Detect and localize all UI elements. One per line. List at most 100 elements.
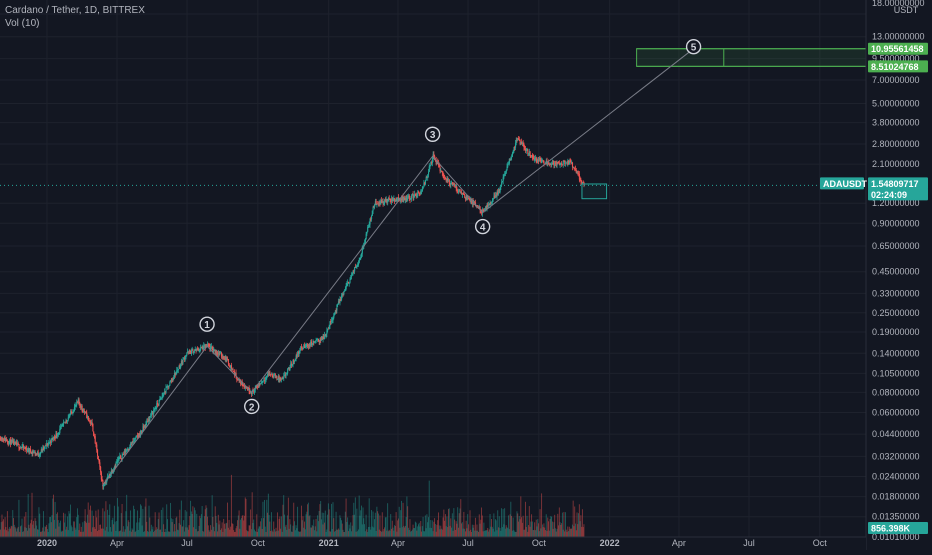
candle — [36, 453, 38, 456]
candle — [39, 452, 41, 459]
candle-body — [304, 345, 306, 348]
candle — [337, 298, 340, 305]
volume-bar — [186, 511, 188, 537]
candle — [357, 262, 359, 268]
candle-body — [139, 433, 141, 436]
candle-body — [457, 190, 459, 192]
candle-body — [396, 199, 398, 201]
candle-body — [211, 346, 213, 349]
candle-body — [482, 209, 484, 211]
candle-body — [14, 441, 16, 443]
candle-body — [393, 198, 395, 200]
candle-body — [83, 410, 86, 413]
candle — [293, 358, 295, 365]
candle — [126, 448, 128, 452]
volume-bar — [298, 531, 300, 537]
candle — [264, 377, 266, 384]
candle — [356, 264, 358, 269]
candle — [300, 343, 303, 351]
volume-bar — [351, 531, 352, 537]
volume-bar — [482, 531, 484, 537]
volume-bar — [0, 522, 2, 537]
candle-body — [448, 179, 450, 181]
candle-body — [67, 417, 69, 421]
volume-bar — [275, 527, 277, 537]
candle-body — [356, 265, 358, 267]
candle — [515, 137, 517, 146]
candle-body — [372, 206, 374, 211]
volume-bar — [279, 516, 281, 537]
price-tick-label: 0.01800000 — [872, 492, 920, 502]
candle — [30, 451, 32, 454]
candle — [197, 347, 199, 352]
candle-body — [377, 203, 379, 205]
candle-body — [501, 182, 503, 185]
time-tick-label: Oct — [813, 538, 828, 548]
candle — [84, 411, 86, 414]
volume-bar — [48, 523, 50, 537]
candle — [423, 179, 425, 188]
candle-body — [358, 259, 360, 263]
volume-bar — [106, 509, 108, 537]
volume-bar — [129, 530, 131, 537]
candle — [50, 439, 52, 447]
candle-body — [466, 195, 468, 200]
volume-bar — [436, 524, 438, 537]
volume-bar — [568, 531, 569, 537]
volume-bar — [26, 527, 28, 537]
volume-bar — [387, 503, 389, 537]
volume-bar — [240, 519, 242, 537]
volume-bar — [288, 528, 290, 537]
candle-body — [558, 163, 560, 166]
candle — [410, 197, 412, 200]
volume-bar — [411, 529, 413, 537]
candle — [324, 333, 326, 337]
candle — [250, 392, 253, 397]
volume-bar — [142, 508, 144, 537]
volume-bar — [378, 529, 380, 537]
candle — [560, 162, 562, 166]
volume-bar — [2, 521, 4, 537]
candle — [565, 160, 567, 167]
candle — [317, 338, 320, 342]
candle-body — [309, 344, 311, 346]
candle — [414, 190, 416, 198]
volume-bar — [13, 524, 15, 537]
volume-bar — [461, 522, 463, 537]
volume-bar — [337, 529, 339, 537]
candle-body — [322, 337, 324, 340]
volume-bar — [529, 526, 531, 537]
wave-label-1: 1 — [199, 316, 215, 332]
candle — [471, 198, 473, 205]
volume-bar — [324, 510, 326, 537]
candle-body — [163, 391, 166, 395]
candle-body — [341, 295, 343, 301]
candle-body — [365, 233, 367, 240]
candle-body — [259, 384, 261, 385]
candle-body — [313, 340, 315, 343]
volume-bar — [190, 500, 192, 537]
candle-body — [168, 385, 170, 388]
candle — [486, 203, 488, 212]
volume-bar — [97, 509, 99, 537]
candle — [450, 180, 452, 189]
candle — [325, 333, 327, 339]
candle-body — [75, 404, 77, 406]
candle — [415, 192, 417, 199]
candle-body — [364, 239, 366, 243]
candle — [411, 194, 413, 202]
candle — [341, 293, 343, 302]
candle-body — [270, 374, 272, 376]
candle-body — [359, 257, 361, 260]
candle — [297, 350, 299, 358]
volume-bar — [144, 506, 146, 537]
wave-circle — [685, 38, 702, 55]
candle — [313, 340, 315, 346]
countdown-badge-bg — [868, 188, 928, 201]
volume-bar — [561, 523, 563, 537]
candle-body — [18, 444, 20, 449]
price-tick-label: 3.80000000 — [872, 118, 920, 128]
volume-bar — [33, 528, 35, 537]
volume-bar — [381, 531, 382, 537]
